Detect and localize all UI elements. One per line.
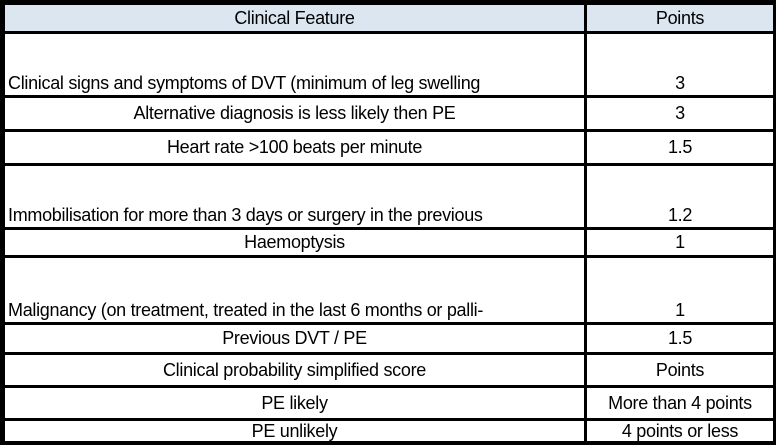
points-cell-previous-dvt-pe: 1.5 xyxy=(587,325,773,352)
column-header-points: Points xyxy=(587,5,773,31)
feature-cell-pe-unlikely: PE unlikely xyxy=(5,421,584,441)
column-header-clinical-feature: Clinical Feature xyxy=(5,5,584,31)
feature-cell-immobilisation: Immobilisation for more than 3 days or s… xyxy=(5,166,584,227)
points-cell-dvt-signs: 3 xyxy=(587,34,773,95)
feature-cell-pe-likely: PE likely xyxy=(5,388,584,418)
feature-cell-alternative-diagnosis: Alternative diagnosis is less likely the… xyxy=(5,98,584,129)
points-cell-heart-rate: 1.5 xyxy=(587,132,773,163)
feature-cell-dvt-signs: Clinical signs and symptoms of DVT (mini… xyxy=(5,34,584,95)
feature-cell-malignancy: Malignancy (on treatment, treated in the… xyxy=(5,258,584,322)
points-cell-malignancy: 1 xyxy=(587,258,773,322)
points-cell-haemoptysis: 1 xyxy=(587,230,773,255)
points-cell-pe-likely: More than 4 points xyxy=(587,388,773,418)
feature-cell-previous-dvt-pe: Previous DVT / PE xyxy=(5,325,584,352)
subheader-points: Points xyxy=(587,355,773,385)
points-cell-pe-unlikely: 4 points or less xyxy=(587,421,773,441)
feature-cell-heart-rate: Heart rate >100 beats per minute xyxy=(5,132,584,163)
points-cell-immobilisation: 1.2 xyxy=(587,166,773,227)
subheader-clinical-probability: Clinical probability simplified score xyxy=(5,355,584,385)
points-cell-alternative-diagnosis: 3 xyxy=(587,98,773,129)
feature-cell-haemoptysis: Haemoptysis xyxy=(5,230,584,255)
